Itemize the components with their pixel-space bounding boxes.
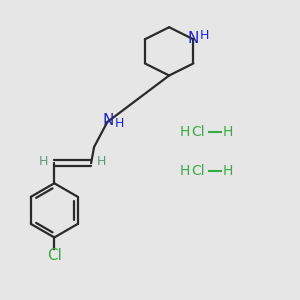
Text: H: H: [179, 164, 190, 178]
Text: H: H: [222, 164, 232, 178]
Text: Cl: Cl: [191, 125, 205, 139]
Text: H: H: [38, 155, 48, 168]
Text: H: H: [200, 29, 209, 42]
Text: H: H: [114, 117, 124, 130]
Text: H: H: [179, 125, 190, 139]
Text: Cl: Cl: [47, 248, 62, 262]
Text: N: N: [187, 31, 199, 46]
Text: Cl: Cl: [191, 164, 205, 178]
Text: N: N: [102, 113, 114, 128]
Text: H: H: [97, 155, 106, 168]
Text: H: H: [222, 125, 232, 139]
